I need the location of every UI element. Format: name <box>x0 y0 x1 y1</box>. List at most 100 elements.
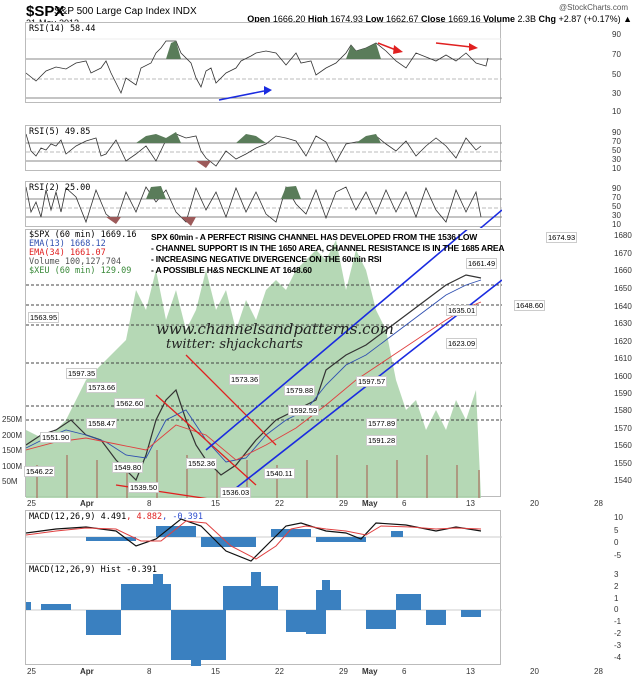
price-label: 1562.60 <box>114 398 146 409</box>
price-label: 1573.66 <box>86 382 118 393</box>
rsi5-tick: 30 <box>612 155 621 164</box>
volume-tick: 200M <box>2 431 23 440</box>
rsi2-tick: 50 <box>612 202 621 211</box>
price-tick: 1600 <box>614 372 632 381</box>
macd-hist-panel: MACD(12,26,9) Hist -0.391 <box>25 563 502 666</box>
legend-ema13: EMA(13) 1668.12 <box>29 239 106 249</box>
macd-tick: 0 <box>614 538 619 547</box>
rsi2-panel: RSI(2) 25.00 <box>25 181 502 228</box>
price-label: 1563.95 <box>28 312 60 323</box>
rsi14-label: RSI(14) 58.44 <box>29 24 96 34</box>
x-tick: 13 <box>466 667 475 676</box>
x-tick: 20 <box>530 499 539 508</box>
rsi5-panel: RSI(5) 49.85 <box>25 125 502 171</box>
x-tick: 29 <box>339 667 348 676</box>
rsi14-tick: 50 <box>612 70 621 79</box>
rsi2-tick: 10 <box>612 220 621 229</box>
price-label: 1597.35 <box>66 368 98 379</box>
legend-xeu: $XEU (60 min) 129.09 <box>29 266 132 276</box>
rsi14-tick: 70 <box>612 50 621 59</box>
annotation-4: - A POSSIBLE H&S NECKLINE AT 1648.60 <box>151 265 312 275</box>
price-legend: $SPX (60 min) 1669.16 EMA(13) 1668.12 EM… <box>29 231 136 276</box>
x-tick: Apr <box>80 499 94 508</box>
macd-tick: -5 <box>614 551 622 560</box>
price-plot <box>26 230 502 498</box>
rsi14-tick: 30 <box>612 89 621 98</box>
rsi14-tick: 90 <box>612 30 621 39</box>
price-tick: 1680 <box>614 231 632 240</box>
price-tick: 1570 <box>614 424 632 433</box>
volume-tick: 250M <box>2 415 23 424</box>
volume-tick: 50M <box>2 477 18 486</box>
x-tick: 28 <box>594 499 603 508</box>
price-label: 1661.49 <box>466 258 498 269</box>
macd-hist-plot <box>26 572 502 666</box>
price-label: 1577.89 <box>366 418 398 429</box>
rsi2-tick: 30 <box>612 211 621 220</box>
price-label: 1635.01 <box>446 305 478 316</box>
x-tick: 15 <box>211 667 220 676</box>
watermark-url: www.channelsandpatterns.com <box>156 320 394 338</box>
price-label: 1597.57 <box>356 376 388 387</box>
x-tick: 20 <box>530 667 539 676</box>
rsi14-plot <box>26 38 502 101</box>
price-tick: 1620 <box>614 337 632 346</box>
macd-tick: 5 <box>614 526 619 535</box>
hist-tick: -1 <box>614 617 622 626</box>
x-tick: 22 <box>275 499 284 508</box>
rsi5-plot <box>26 132 502 168</box>
price-label: 1648.60 <box>514 300 546 311</box>
rsi2-tick: 90 <box>612 184 621 193</box>
legend-volume: Volume 100,127,704 <box>29 257 122 267</box>
x-tick: May <box>362 499 378 508</box>
price-label: 1546.22 <box>24 466 56 477</box>
price-label: 1674.93 <box>546 232 578 243</box>
symbol: $SPX <box>26 3 65 20</box>
macd-hist-label: MACD(12,26,9) Hist -0.391 <box>29 565 157 575</box>
hist-tick: 2 <box>614 582 619 591</box>
x-tick: 13 <box>466 499 475 508</box>
price-tick: 1550 <box>614 459 632 468</box>
price-tick: 1660 <box>614 266 632 275</box>
price-label: 1552.36 <box>186 458 218 469</box>
x-tick: 6 <box>402 667 407 676</box>
x-tick: 6 <box>402 499 407 508</box>
x-tick: 29 <box>339 499 348 508</box>
hist-tick: 3 <box>614 570 619 579</box>
annotation-2: - CHANNEL SUPPORT IS IN THE 1650 AREA, C… <box>151 243 505 253</box>
price-label: 1536.03 <box>220 487 252 498</box>
rsi5-tick: 10 <box>612 164 621 173</box>
hist-tick: 1 <box>614 594 619 603</box>
price-label: 1551.90 <box>40 432 72 443</box>
price-label: 1579.88 <box>284 385 316 396</box>
price-label: 1623.09 <box>446 338 478 349</box>
x-tick: Apr <box>80 667 94 676</box>
hist-tick: 0 <box>614 605 619 614</box>
rsi5-tick: 70 <box>612 137 621 146</box>
price-tick: 1670 <box>614 249 632 258</box>
price-label: 1540.11 <box>264 468 295 479</box>
price-tick: 1610 <box>614 354 632 363</box>
rsi2-tick: 70 <box>612 193 621 202</box>
price-label: 1592.59 <box>288 405 320 416</box>
price-tick: 1630 <box>614 319 632 328</box>
x-tick: 8 <box>147 667 152 676</box>
rsi14-panel: RSI(14) 58.44 <box>25 22 502 103</box>
volume-tick: 150M <box>2 446 23 455</box>
rsi5-label: RSI(5) 49.85 <box>29 127 91 137</box>
symbol-name: S&P 500 Large Cap Index INDX <box>54 6 197 17</box>
rsi2-plot <box>26 185 502 228</box>
price-tick: 1640 <box>614 302 632 311</box>
copyright: @StockCharts.com <box>558 3 628 12</box>
watermark-twitter: twitter: shjackcharts <box>166 337 303 352</box>
price-tick: 1590 <box>614 389 632 398</box>
volume-tick: 100M <box>2 462 23 471</box>
price-panel: $SPX (60 min) 1669.16 EMA(13) 1668.12 EM… <box>24 229 578 498</box>
price-tick: 1580 <box>614 406 632 415</box>
x-tick: May <box>362 667 378 676</box>
hist-tick: -4 <box>614 653 622 662</box>
macd-plot <box>26 518 502 562</box>
macd-label: MACD(12,26,9) 4.491, 4.882, -0.391 <box>29 512 204 522</box>
annotation-3: - INCREASING NEGATIVE DIVERGENCE ON THE … <box>151 254 382 264</box>
x-tick: 25 <box>27 667 36 676</box>
